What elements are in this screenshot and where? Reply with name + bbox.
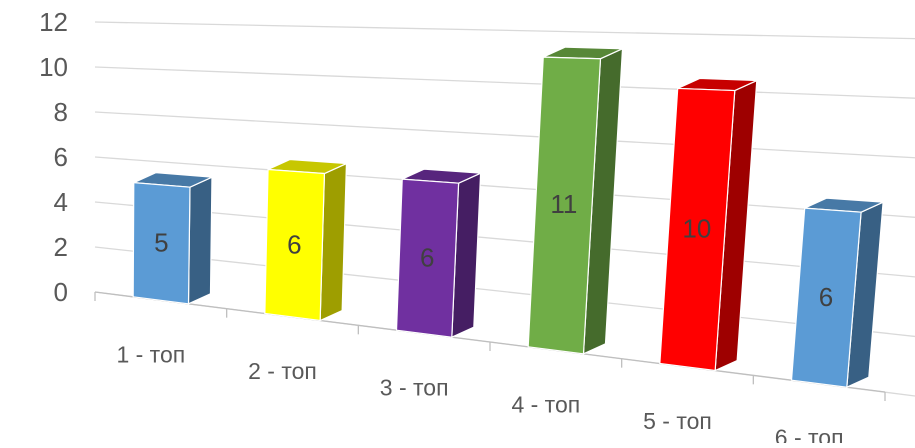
x-axis-tick-labels: 1 - топ 2 - топ 3 - топ 4 - топ 5 - топ 6 - т… [116, 341, 844, 448]
x-tick-label: 5 - топ [643, 408, 712, 434]
y-tick-label: 0 [54, 277, 68, 307]
bar-front [659, 87, 736, 372]
gridline [94, 66, 915, 99]
bars [131, 46, 884, 389]
bar [527, 46, 624, 355]
x-tick-label: 6 - топ [775, 425, 844, 443]
bar [395, 168, 482, 339]
gridline [94, 156, 915, 218]
gridline [94, 246, 915, 338]
y-tick-label: 2 [54, 232, 68, 262]
bar-front [395, 178, 460, 338]
data-label: 11 [550, 189, 577, 219]
bar [659, 77, 758, 372]
x-axis [94, 291, 886, 401]
bar [790, 197, 884, 389]
gridline [94, 21, 915, 40]
data-label: 6 [819, 282, 833, 312]
bar-front [527, 56, 602, 355]
y-tick-label: 12 [39, 7, 68, 37]
data-label: 5 [154, 228, 168, 258]
bar [264, 158, 348, 322]
data-label: 6 [420, 242, 434, 272]
gridline [94, 201, 915, 278]
gridlines [94, 21, 915, 397]
x-tick-label: 2 - топ [248, 358, 317, 384]
data-label: 6 [287, 229, 301, 259]
y-tick-label: 4 [54, 187, 68, 217]
x-tick-label: 3 - топ [380, 375, 449, 401]
bar-front [264, 168, 326, 322]
y-tick-label: 6 [54, 142, 68, 172]
bar [131, 172, 215, 305]
gridline [94, 111, 915, 159]
y-tick-label: 8 [54, 97, 68, 127]
bar-side [187, 176, 213, 305]
bar-front [790, 207, 862, 388]
x-tick-label: 1 - топ [116, 341, 185, 367]
y-axis-tick-labels: 0 2 4 6 8 10 12 [39, 7, 68, 307]
data-labels: 5 6 6 11 10 6 [154, 189, 833, 312]
data-label: 10 [682, 213, 711, 243]
y-tick-label: 10 [39, 52, 68, 82]
bar-front [132, 181, 191, 305]
x-tick-label: 4 - топ [511, 391, 580, 417]
